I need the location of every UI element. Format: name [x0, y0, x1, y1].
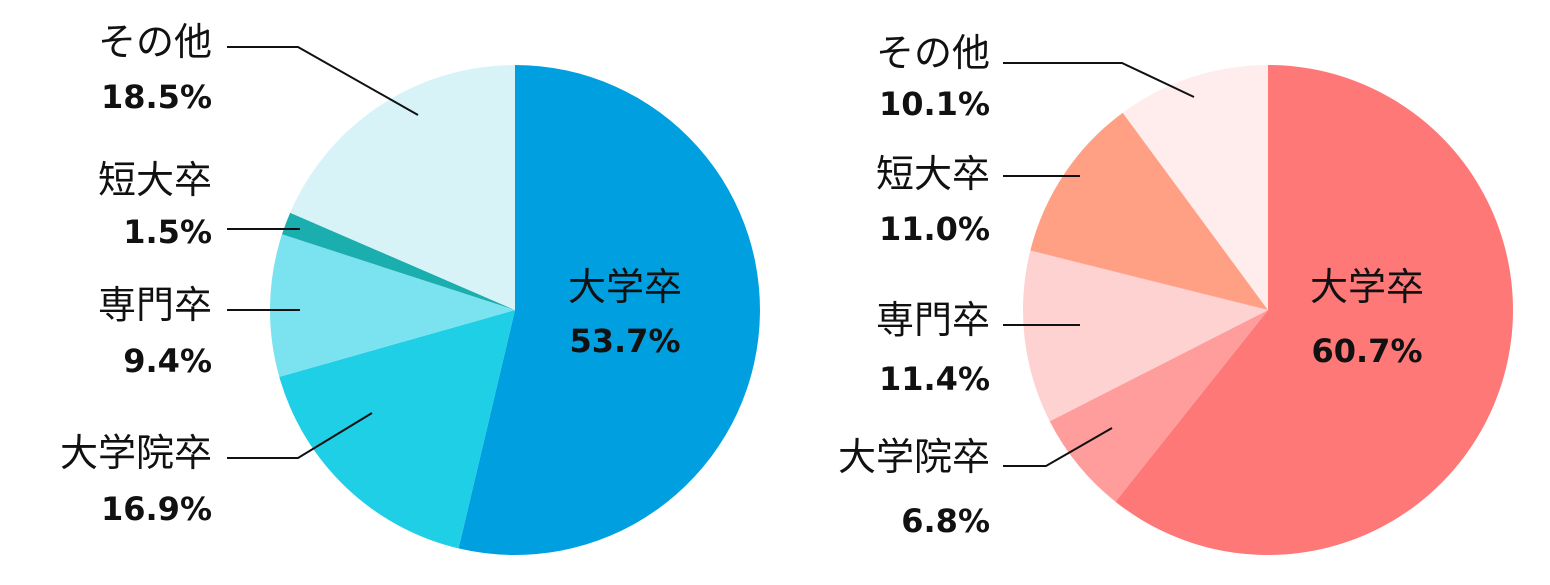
right-label-tandaisotsu: 短大卒: [876, 152, 990, 196]
left-value-daigakuinsotsu: 16.9%: [101, 490, 212, 528]
right-value-tandaisotsu: 11.0%: [879, 210, 990, 248]
left-value-sonota: 18.5%: [101, 78, 212, 116]
left-label-sonota: その他: [98, 20, 212, 64]
left-pie-chart: 大学卒 53.7% 大学院卒 16.9% 専門卒 9.4% 短大卒 1.5% その他 18.5%: [60, 20, 760, 556]
right-slice-sonota: [1122, 65, 1268, 310]
left-label-senmonsotsu: 専門卒: [98, 283, 212, 327]
right-slice-daigakusotsu: [1115, 65, 1513, 555]
left-label-daigakuinsotsu: 大学院卒: [60, 431, 212, 475]
left-leader-line-daigakuinsotsu: [227, 412, 373, 459]
right-label-sonota: その他: [876, 31, 990, 75]
right-value-daigakuinsotsu: 6.8%: [901, 502, 990, 540]
right-value-daigakusotsu: 60.7%: [1311, 332, 1422, 370]
left-slice-senmonsotsu: [269, 234, 515, 377]
left-slice-tandaisotsu: [281, 212, 515, 310]
left-label-tandaisotsu: 短大卒: [98, 158, 212, 202]
right-value-sonota: 10.1%: [879, 85, 990, 123]
left-slice-sonota: [290, 65, 515, 310]
right-slice-tandaisotsu: [1030, 112, 1268, 310]
right-value-senmonsotsu: 11.4%: [879, 360, 990, 398]
right-slice-daigakuinsotsu: [1049, 310, 1268, 502]
left-slice-daigakusotsu: [458, 65, 760, 556]
right-slice-senmonsotsu: [1022, 250, 1268, 422]
right-leader-line-daigakuinsotsu: [1003, 427, 1113, 467]
right-pie-chart: 大学卒 60.7% 大学院卒 6.8% 専門卒 11.4% 短大卒 11.0% その他 10.1%: [838, 31, 1513, 555]
left-label-daigakusotsu: 大学卒: [568, 265, 682, 309]
right-leader-line-sonota: [1003, 62, 1195, 98]
left-value-tandaisotsu: 1.5%: [123, 213, 212, 251]
left-value-daigakusotsu: 53.7%: [569, 322, 680, 360]
left-value-senmonsotsu: 9.4%: [123, 342, 212, 380]
right-label-daigakuinsotsu: 大学院卒: [838, 435, 990, 479]
left-slice-daigakuinsotsu: [279, 310, 515, 549]
right-label-senmonsotsu: 専門卒: [876, 298, 990, 342]
left-leader-line-sonota: [227, 46, 419, 116]
right-label-daigakusotsu: 大学卒: [1310, 265, 1424, 309]
